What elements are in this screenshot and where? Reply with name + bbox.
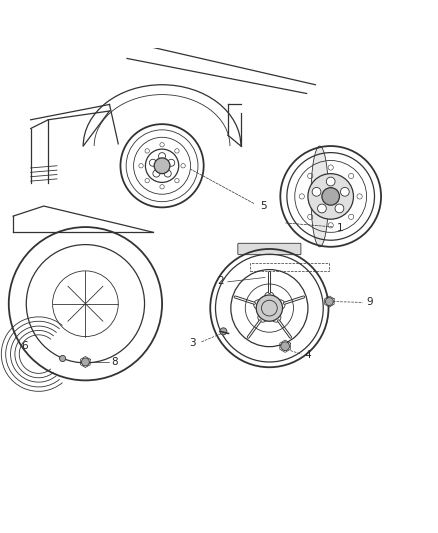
Text: 4: 4 [304, 350, 311, 360]
Circle shape [308, 174, 353, 219]
Text: 6: 6 [21, 341, 28, 351]
Circle shape [322, 188, 339, 205]
Text: 3: 3 [189, 338, 196, 348]
Ellipse shape [311, 146, 328, 247]
Text: 1: 1 [337, 223, 344, 233]
Circle shape [340, 188, 349, 196]
Circle shape [335, 204, 344, 213]
Circle shape [220, 328, 227, 335]
Circle shape [326, 177, 335, 186]
Circle shape [318, 204, 326, 213]
Circle shape [60, 356, 66, 361]
Circle shape [154, 158, 170, 174]
FancyBboxPatch shape [238, 243, 301, 255]
Circle shape [312, 188, 321, 196]
Circle shape [256, 295, 283, 321]
Circle shape [81, 358, 89, 366]
Text: 8: 8 [112, 357, 118, 367]
Circle shape [325, 297, 333, 305]
Text: 2: 2 [217, 276, 223, 286]
Text: 9: 9 [366, 297, 373, 308]
Circle shape [281, 342, 290, 351]
Text: 5: 5 [261, 201, 267, 211]
